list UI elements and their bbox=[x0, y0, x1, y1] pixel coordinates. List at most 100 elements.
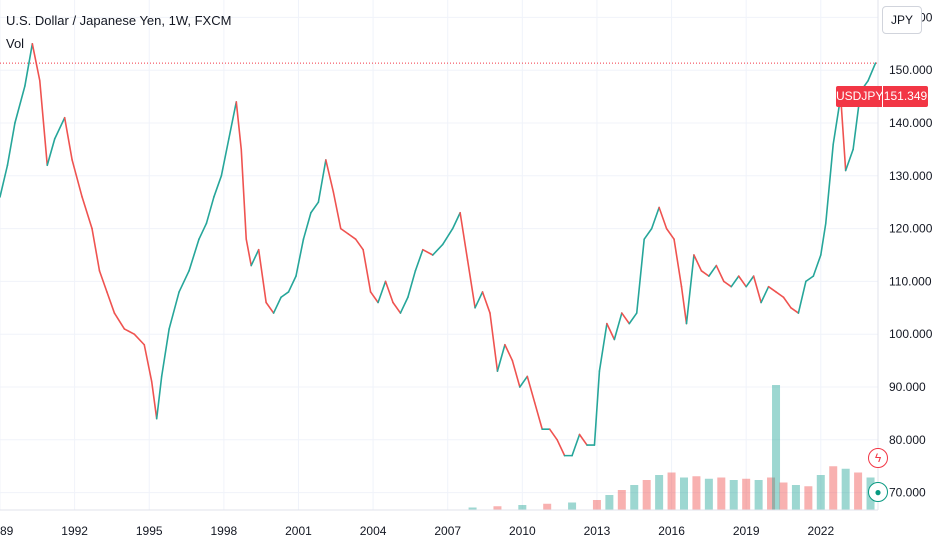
price-segment bbox=[867, 62, 877, 82]
price-segment bbox=[598, 322, 608, 372]
price-segment bbox=[295, 238, 305, 277]
price-segment bbox=[332, 190, 342, 230]
price-segment bbox=[466, 259, 476, 309]
price-segment bbox=[213, 175, 223, 198]
x-tick-label: 1989 bbox=[0, 524, 14, 538]
price-segment bbox=[613, 312, 623, 341]
volume-bar bbox=[791, 485, 800, 510]
volume-bar bbox=[742, 478, 751, 510]
price-segment bbox=[257, 248, 267, 304]
volume-bar bbox=[592, 500, 601, 510]
chart-legend-title: U.S. Dollar / Japanese Yen, 1W, FXCM bbox=[6, 13, 232, 28]
price-segment bbox=[272, 296, 282, 314]
price-segment bbox=[240, 148, 248, 240]
volume-bar bbox=[605, 495, 614, 510]
price-segment bbox=[790, 306, 800, 314]
price-segment bbox=[205, 196, 215, 225]
volume-bar bbox=[841, 468, 850, 510]
price-segment bbox=[737, 275, 747, 288]
price-segment bbox=[63, 116, 73, 161]
volume-bar bbox=[754, 480, 763, 510]
price-segment bbox=[431, 243, 444, 256]
y-tick-label: 120.000 bbox=[889, 222, 932, 236]
price-segment bbox=[0, 164, 9, 198]
currency-button[interactable]: JPY bbox=[882, 6, 922, 34]
price-segment bbox=[245, 238, 253, 267]
price-segment bbox=[556, 438, 566, 457]
last-price-value-tag: 151.349 bbox=[883, 86, 928, 107]
price-segment bbox=[441, 227, 454, 246]
price-segment bbox=[489, 312, 499, 372]
x-tick-label: 2016 bbox=[658, 524, 685, 538]
price-segment bbox=[235, 101, 243, 151]
price-segment bbox=[339, 227, 350, 235]
price-segment bbox=[548, 428, 558, 441]
price-segment bbox=[91, 227, 101, 272]
price-segment bbox=[347, 233, 357, 240]
price-segment bbox=[160, 328, 170, 378]
price-segment bbox=[481, 291, 491, 314]
grid bbox=[0, 0, 878, 510]
price-segment bbox=[113, 312, 126, 330]
volume-bar bbox=[804, 486, 813, 510]
price-segment bbox=[24, 43, 34, 87]
price-segment bbox=[459, 211, 469, 262]
x-tick-label: 2013 bbox=[584, 524, 611, 538]
price-segment bbox=[265, 301, 275, 314]
price-segment bbox=[643, 227, 653, 240]
price-segment bbox=[38, 79, 49, 167]
price-segment bbox=[287, 275, 297, 293]
price-segment bbox=[650, 206, 660, 230]
volume-bar bbox=[692, 476, 701, 510]
volume-bar bbox=[704, 478, 713, 510]
x-tick-label: 2019 bbox=[733, 524, 760, 538]
x-tick-label: 1998 bbox=[211, 524, 238, 538]
price-segment bbox=[81, 196, 93, 230]
price-segment bbox=[504, 343, 514, 362]
price-segment bbox=[198, 222, 208, 240]
price-segment bbox=[805, 275, 815, 283]
price-segment bbox=[665, 227, 675, 240]
volume-bar bbox=[617, 490, 626, 510]
price-segment bbox=[451, 211, 461, 230]
price-segment bbox=[628, 312, 638, 325]
price-segment bbox=[317, 159, 327, 204]
volume-bar bbox=[829, 466, 838, 510]
price-segment bbox=[392, 301, 402, 314]
volume-bar bbox=[767, 477, 776, 510]
price-segment bbox=[302, 211, 312, 240]
price-segment bbox=[496, 343, 506, 372]
volume-bar bbox=[772, 385, 781, 510]
x-tick-label: 2004 bbox=[360, 524, 387, 538]
volume-bar bbox=[655, 475, 664, 510]
price-segment bbox=[414, 248, 424, 272]
price-segment bbox=[708, 264, 718, 277]
price-segment bbox=[422, 248, 434, 256]
price-segment bbox=[150, 380, 158, 420]
price-segment bbox=[280, 291, 290, 299]
price-series bbox=[0, 43, 877, 457]
x-tick-label: 1995 bbox=[136, 524, 163, 538]
price-segment bbox=[819, 222, 827, 256]
volume-bar bbox=[816, 475, 825, 510]
price-segment bbox=[228, 101, 238, 140]
price-segment bbox=[325, 159, 335, 193]
price-segment bbox=[362, 248, 372, 293]
price-segment bbox=[310, 201, 320, 214]
x-tick-label: 2022 bbox=[807, 524, 834, 538]
price-segment bbox=[98, 270, 108, 293]
volume-bar bbox=[543, 503, 552, 510]
price-segment bbox=[685, 254, 695, 325]
volume-bar bbox=[729, 480, 738, 510]
price-segment bbox=[474, 291, 484, 309]
y-tick-label: 140.000 bbox=[889, 116, 932, 130]
price-segment bbox=[123, 328, 136, 335]
volume-bar bbox=[667, 472, 676, 510]
price-segment bbox=[693, 254, 703, 272]
price-segment bbox=[760, 285, 770, 304]
dividends-icon[interactable]: ϟ bbox=[868, 448, 888, 468]
price-segment bbox=[606, 322, 616, 341]
earnings-icon[interactable]: ● bbox=[868, 482, 888, 502]
price-segment bbox=[533, 402, 544, 431]
